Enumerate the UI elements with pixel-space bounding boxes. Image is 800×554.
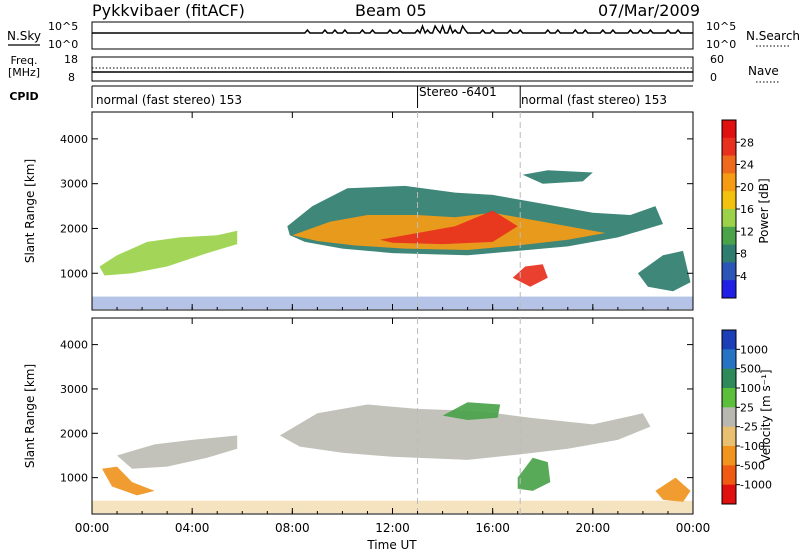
power-colorbar-swatch	[722, 155, 736, 174]
power-ytick-label: 4000	[60, 133, 88, 146]
beam-title: Beam 05	[355, 1, 427, 20]
power-colorbar-tick-label: 28	[740, 136, 754, 149]
velocity-colorbar-tick-label: -500	[740, 459, 765, 472]
power-colorbar-tick-label: 4	[740, 270, 747, 283]
cpid-segment-1: normal (fast stereo) 153	[96, 93, 242, 107]
x-tick-label: 04:00	[175, 521, 210, 535]
power-colorbar-swatch	[722, 191, 736, 210]
power-region-late_blob	[512, 264, 548, 287]
power-ytick-label: 2000	[60, 222, 88, 235]
power-colorbar-swatch	[722, 280, 736, 299]
velocity-colorbar-tick-label: 25	[740, 401, 754, 414]
velocity-colorbar-tick-label: -25	[740, 421, 758, 434]
power-region-main_hot	[380, 210, 518, 245]
x-tick-label: 16:00	[475, 521, 510, 535]
power-colorbar-tick-label: 20	[740, 181, 754, 194]
freq-panel: Freq. [MHz] 18 8 60 0 Nave	[8, 53, 780, 84]
velocity-colorbar-label: Velocity [m s⁻¹]	[759, 369, 773, 462]
velocity-region-late_green	[517, 457, 551, 491]
velocity-region-morning_neg	[102, 466, 155, 496]
power-panel: 1000 2000 3000 4000 Slant Range [km] 4 8 12 16…	[23, 111, 771, 311]
power-colorbar-swatch	[722, 226, 736, 246]
velocity-region-right_mixed	[655, 477, 691, 502]
velocity-colorbar-tick-label: 100	[740, 382, 761, 395]
velocity-colorbar-tick-label: -100	[740, 440, 765, 453]
noise-tick-top-left: 10^5	[48, 20, 78, 33]
velocity-colorbar-swatch	[722, 484, 736, 505]
velocity-ytick-label: 4000	[60, 339, 88, 352]
noise-search-label: N.Search	[746, 29, 800, 43]
velocity-colorbar-swatch	[722, 349, 736, 370]
velocity-colorbar-tick-label: 1000	[740, 343, 768, 356]
velocity-colorbar-swatch	[722, 465, 736, 486]
station-title: Pykkvibaer (fitACF)	[92, 1, 245, 20]
velocity-colorbar-frame	[721, 329, 737, 505]
cpid-panel: CPID normal (fast stereo) 153 Stereo -64…	[9, 85, 693, 108]
power-colorbar-tick-label: 24	[740, 159, 754, 172]
power-ytick-label: 1000	[60, 267, 88, 280]
velocity-noise-band	[92, 500, 693, 514]
power-colorbar-swatch	[722, 137, 736, 157]
velocity-colorbar-swatch	[722, 446, 736, 466]
power-colorbar-swatch	[722, 173, 736, 192]
cpid-label: CPID	[9, 90, 38, 103]
power-ytick-label: 3000	[60, 178, 88, 191]
velocity-colorbar-swatch	[722, 426, 736, 447]
noise-tick-top-right: 10^5	[706, 20, 736, 33]
power-colorbar-swatch	[722, 120, 736, 139]
nave-tick-top: 60	[710, 53, 724, 66]
power-colorbar-swatch	[722, 244, 736, 263]
velocity-ytick-label: 3000	[60, 383, 88, 396]
velocity-colorbar-swatch	[722, 330, 736, 350]
freq-tick-bottom: 8	[68, 71, 75, 84]
power-colorbar-tick-label: 16	[740, 203, 754, 216]
cpid-segment-2: Stereo -6401	[419, 85, 497, 99]
velocity-colorbar-swatch	[722, 388, 736, 408]
velocity-ytick-label: 2000	[60, 427, 88, 440]
velocity-ytick-label: 1000	[60, 472, 88, 485]
velocity-region-morning	[117, 435, 238, 469]
x-tick-label: 00:00	[676, 521, 711, 535]
power-colorbar-tick-label: 12	[740, 225, 754, 238]
date-title: 07/Mar/2009	[598, 1, 700, 20]
power-colorbar-swatch	[722, 262, 736, 281]
velocity-colorbar-tick-label: 500	[740, 363, 761, 376]
noise-tick-bottom-left: 10^0	[48, 38, 78, 51]
freq-tick-top: 18	[64, 53, 78, 66]
power-colorbar-label: Power [dB]	[757, 178, 771, 243]
cpid-segment-3: normal (fast stereo) 153	[521, 93, 667, 107]
x-tick-label: 20:00	[576, 521, 611, 535]
power-region-morning	[99, 230, 238, 276]
noise-sky-label: N.Sky	[7, 29, 41, 43]
freq-label: Freq.	[10, 54, 37, 67]
power-region-right_side	[637, 250, 691, 292]
velocity-colorbar-swatch	[722, 368, 736, 389]
noise-panel: N.Sky 10^5 10^0 10^5 10^0 N.Search	[7, 20, 800, 51]
x-tick-label: 00:00	[75, 521, 110, 535]
noise-sky-trace	[92, 23, 693, 35]
nave-label: Nave	[748, 64, 779, 78]
velocity-colorbar-tick-label: -1000	[740, 479, 772, 492]
x-tick-label: 08:00	[275, 521, 310, 535]
power-noise-band	[92, 296, 693, 310]
velocity-region-main	[279, 404, 651, 460]
noise-tick-bottom-right: 10^0	[706, 38, 736, 51]
velocity-region-upper_green	[442, 402, 501, 420]
power-colorbar-tick-label: 8	[740, 248, 747, 261]
x-axis-label: Time UT	[366, 538, 417, 552]
x-tick-label: 12:00	[375, 521, 410, 535]
power-region-upper_patch	[522, 170, 593, 184]
power-colorbar-swatch	[722, 209, 736, 228]
freq-unit-label: [MHz]	[8, 66, 40, 79]
velocity-colorbar-swatch	[722, 407, 736, 428]
velocity-panel: 1000 2000 3000 4000 Slant Range [km] 1000 50…	[23, 317, 773, 515]
nave-tick-bottom: 0	[710, 71, 717, 84]
power-ylabel: Slant Range [km]	[23, 159, 37, 263]
velocity-ylabel: Slant Range [km]	[23, 364, 37, 468]
